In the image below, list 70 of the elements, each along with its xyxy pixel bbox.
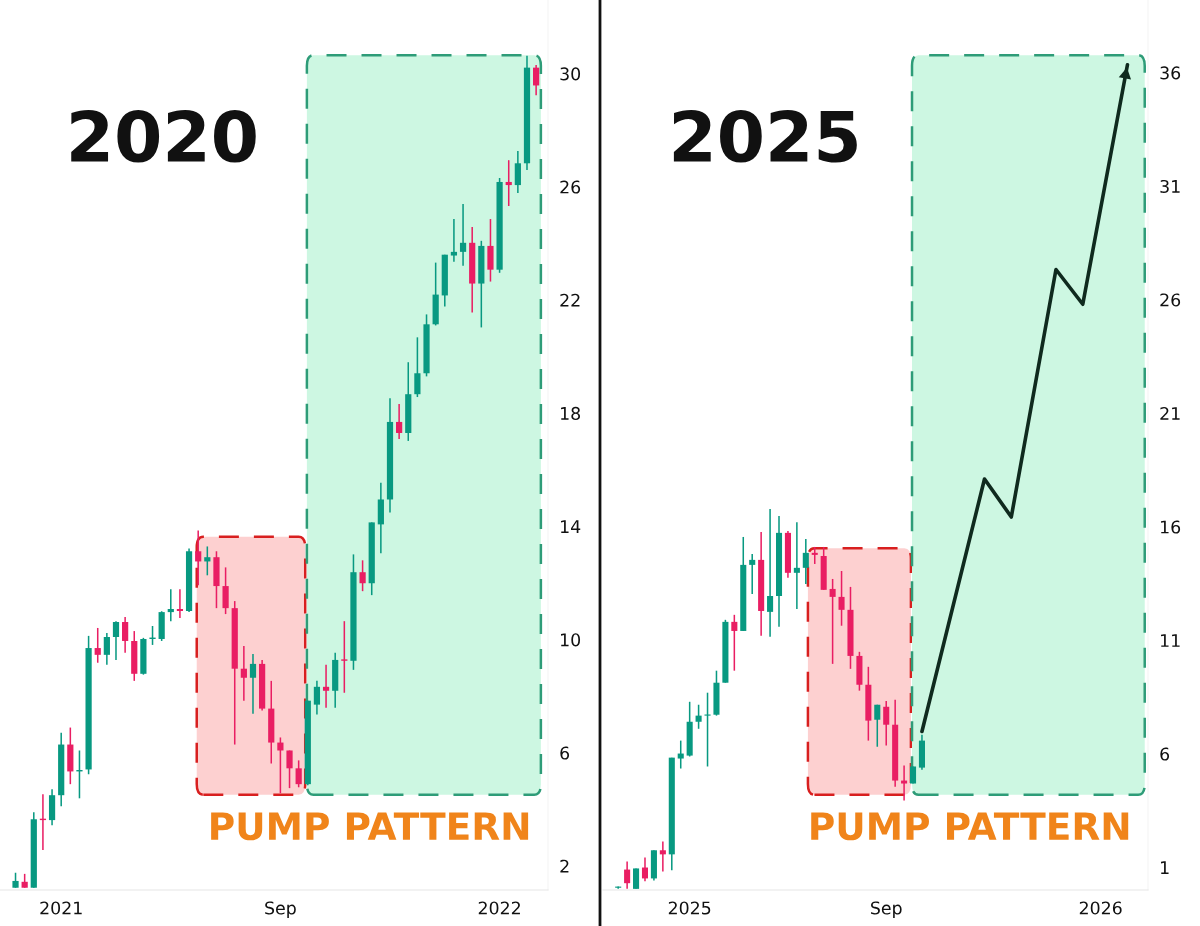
candlestick — [659, 840, 666, 873]
candlestick — [829, 578, 836, 665]
y-tick-label: 6 — [1160, 747, 1170, 761]
candlestick — [811, 546, 818, 565]
x-tick-label: 2026 — [1079, 901, 1122, 915]
candlestick — [341, 620, 348, 694]
candlestick — [359, 559, 366, 592]
y-tick-label: 26 — [1160, 293, 1181, 307]
candlestick — [195, 529, 202, 586]
candlestick — [222, 566, 229, 615]
candlestick — [838, 570, 845, 627]
candlestick — [313, 680, 321, 716]
candlestick — [487, 218, 494, 283]
x-tick-label: Sep — [871, 901, 902, 918]
y-tick-label: 21 — [1160, 406, 1180, 420]
candlestick — [533, 64, 540, 97]
candlestick — [249, 653, 257, 715]
candlestick — [901, 764, 908, 802]
candlestick — [176, 588, 184, 619]
candlestick — [695, 703, 702, 730]
candlestick — [103, 632, 110, 666]
candlestick — [240, 645, 247, 702]
candlestick — [883, 700, 890, 747]
candlestick — [641, 856, 649, 883]
candlestick — [793, 521, 800, 610]
y-tick-label: 31 — [1160, 179, 1180, 194]
y-tick-label: 14 — [561, 520, 581, 533]
candlestick — [112, 620, 120, 661]
candlestick — [94, 627, 101, 664]
candlestick — [505, 159, 512, 207]
y-tick-label: 11 — [1161, 634, 1180, 647]
y-tick-label: 18 — [561, 406, 581, 421]
y-tick-label: 10 — [561, 633, 581, 647]
candlestick — [459, 203, 467, 267]
candlestick — [396, 403, 403, 440]
candlestick — [624, 860, 631, 890]
candlestick — [414, 336, 421, 398]
y-tick-label: 16 — [1161, 520, 1181, 534]
candlestick — [286, 749, 293, 789]
y-tick-label: 2 — [560, 859, 569, 873]
annotation: 2020 — [71, 110, 256, 163]
line-series — [920, 62, 1130, 734]
annotation: 2025 — [673, 110, 857, 163]
x-tick-label: 2022 — [478, 901, 520, 915]
annotation: PUMP PATTERN — [811, 812, 1129, 841]
candlestick — [704, 691, 711, 768]
candlestick — [731, 614, 738, 672]
candlestick — [167, 588, 174, 622]
x-tick-label: 2021 — [40, 901, 82, 915]
y-tick-label: 26 — [560, 180, 581, 194]
y-tick-label: 6 — [560, 746, 570, 760]
annotation: PUMP PATTERN — [211, 812, 529, 841]
candlestick — [802, 538, 809, 585]
candlestick — [767, 508, 774, 638]
candlestick — [633, 867, 640, 890]
candlestick — [514, 150, 521, 194]
candlestick — [122, 616, 129, 654]
candlestick — [749, 553, 756, 595]
candlestick — [322, 663, 330, 709]
candlestick — [450, 218, 458, 263]
x-tick-label: Sep — [265, 901, 296, 918]
candlestick — [204, 545, 211, 577]
y-tick-label: 36 — [1160, 66, 1181, 80]
y-tick-label: 1 — [1161, 861, 1169, 874]
y-tick-label: 22 — [560, 293, 580, 307]
y-tick-label: 30 — [560, 67, 581, 81]
x-tick-label: 2025 — [668, 901, 711, 915]
candlestick — [295, 759, 302, 789]
candlestick — [677, 739, 684, 770]
candlestick — [874, 703, 881, 748]
